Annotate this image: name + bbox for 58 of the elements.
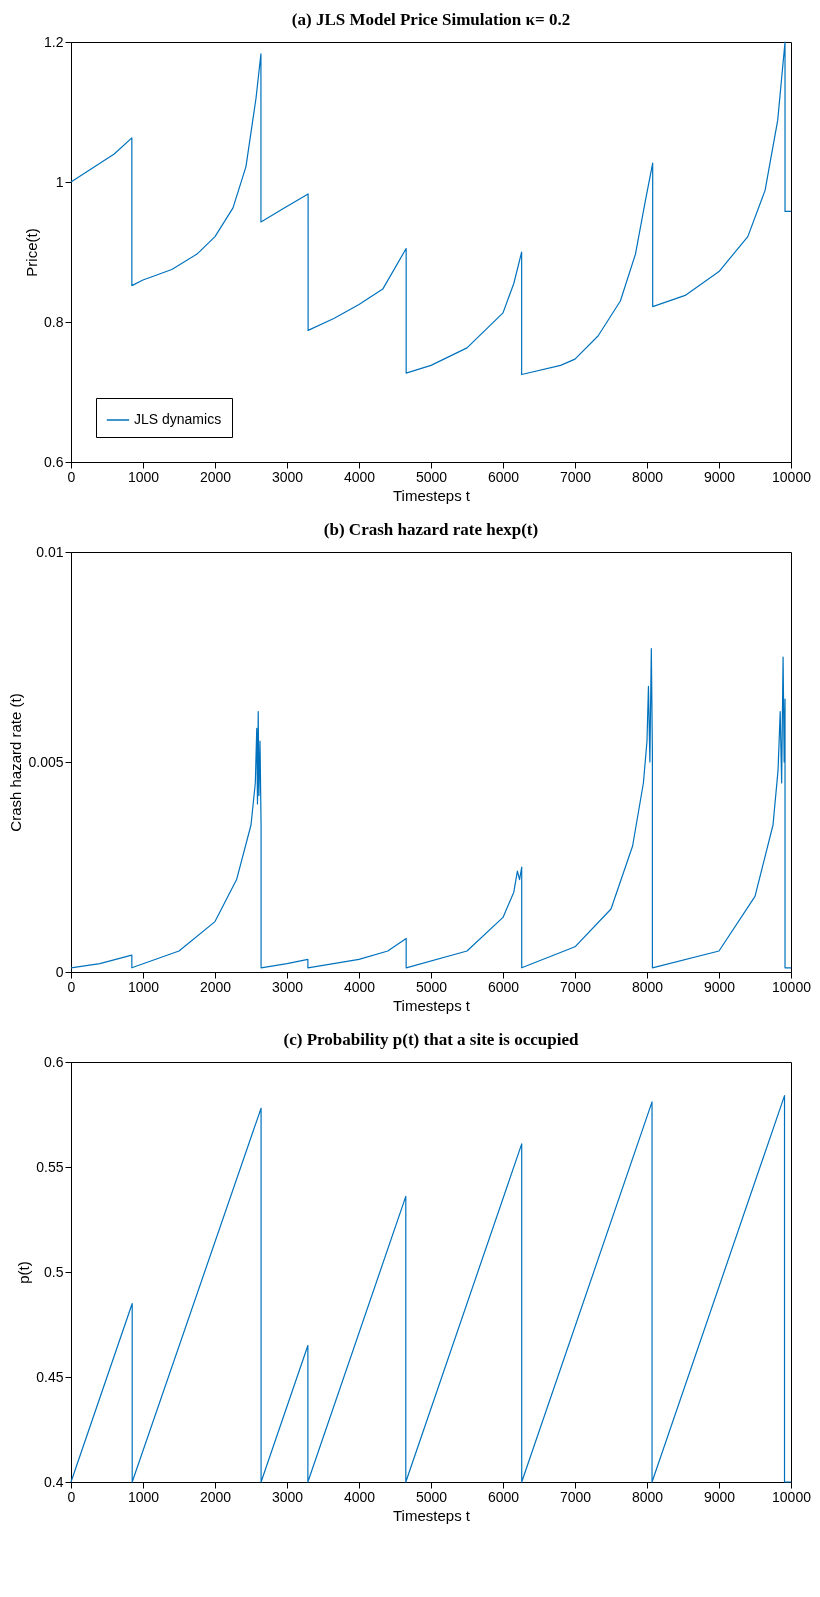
y-tick-label: 0.005 xyxy=(28,753,64,770)
x-axis-title: Timesteps t xyxy=(393,996,471,1014)
y-tick-label: 0.6 xyxy=(44,453,64,470)
y-tick-label: 1.2 xyxy=(44,33,64,50)
x-tick-label: 3000 xyxy=(271,1488,304,1505)
y-tick-label: 0 xyxy=(55,963,64,980)
x-tick-label: 2000 xyxy=(199,468,232,485)
y-tick-label: 0.6 xyxy=(44,1053,64,1070)
legend-label: JLS dynamics xyxy=(134,411,222,427)
x-tick-label: 10000 xyxy=(772,468,812,485)
line-series xyxy=(70,41,792,376)
x-tick-label: 1000 xyxy=(127,468,160,485)
x-axis-title: Timesteps t xyxy=(393,1506,471,1524)
x-tick-label: 10000 xyxy=(772,1488,812,1505)
x-tick-label: 8000 xyxy=(631,468,664,485)
y-axis-title: Price(t) xyxy=(23,228,41,277)
chart-title: (b) Crash hazard rate hexp(t) xyxy=(323,520,539,539)
y-tick-label: 0.01 xyxy=(36,543,64,560)
x-tick-label: 7000 xyxy=(559,978,592,995)
x-tick-label: 1000 xyxy=(127,1488,160,1505)
x-axis-title: Timesteps t xyxy=(393,486,471,504)
x-tick-label: 4000 xyxy=(343,468,376,485)
y-axis-title: Crash hazard rate (t) xyxy=(7,693,25,832)
y-tick-label: 0.55 xyxy=(36,1158,64,1175)
chart-title: (c) Probability p(t) that a site is occupied xyxy=(283,1030,579,1049)
y-axis-title: p(t) xyxy=(15,1261,33,1284)
x-tick-label: 0 xyxy=(67,468,76,485)
x-tick-label: 5000 xyxy=(415,978,448,995)
x-tick-label: 9000 xyxy=(703,1488,736,1505)
x-tick-label: 5000 xyxy=(415,468,448,485)
y-tick-label: 0.5 xyxy=(44,1263,64,1280)
x-tick-label: 4000 xyxy=(343,978,376,995)
y-tick-label: 0.45 xyxy=(36,1368,64,1385)
x-tick-label: 1000 xyxy=(127,978,160,995)
x-tick-label: 0 xyxy=(67,1488,76,1505)
y-tick-label: 0.8 xyxy=(44,313,64,330)
x-tick-label: 3000 xyxy=(271,468,304,485)
x-tick-label: 9000 xyxy=(703,468,736,485)
x-tick-label: 2000 xyxy=(199,978,232,995)
line-series xyxy=(70,1095,792,1483)
x-tick-label: 10000 xyxy=(772,978,812,995)
x-tick-label: 6000 xyxy=(487,468,520,485)
y-tick-label: 0.4 xyxy=(44,1473,64,1490)
x-tick-label: 9000 xyxy=(703,978,736,995)
x-tick-label: 7000 xyxy=(559,468,592,485)
x-tick-label: 3000 xyxy=(271,978,304,995)
x-tick-label: 5000 xyxy=(415,1488,448,1505)
x-tick-label: 8000 xyxy=(631,978,664,995)
line-series xyxy=(70,648,792,969)
y-tick-label: 1 xyxy=(55,173,64,190)
x-tick-label: 6000 xyxy=(487,1488,520,1505)
x-tick-label: 8000 xyxy=(631,1488,664,1505)
x-tick-label: 2000 xyxy=(199,1488,232,1505)
chart-title: (a) JLS Model Price Simulation κ= 0.2 xyxy=(291,10,571,29)
x-tick-label: 0 xyxy=(67,978,76,995)
x-tick-label: 6000 xyxy=(487,978,520,995)
x-tick-label: 4000 xyxy=(343,1488,376,1505)
x-tick-label: 7000 xyxy=(559,1488,592,1505)
